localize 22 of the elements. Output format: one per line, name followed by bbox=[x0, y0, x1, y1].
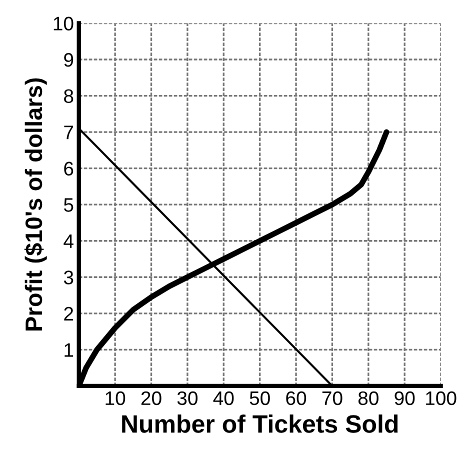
x-tick-label: 90 bbox=[394, 391, 415, 406]
x-tick-label: 60 bbox=[286, 391, 306, 406]
y-axis-title: Profit ($10's of dollars) bbox=[24, 78, 47, 330]
y-tick-label: 7 bbox=[64, 126, 74, 140]
y-tick-label: 6 bbox=[64, 162, 74, 176]
x-tick-label: 50 bbox=[250, 391, 270, 406]
y-tick-label: 8 bbox=[64, 89, 74, 104]
x-tick-label: 20 bbox=[141, 391, 162, 406]
x-axis-title: Number of Tickets Sold bbox=[122, 414, 398, 433]
x-tick-label: 80 bbox=[358, 391, 378, 406]
x-tick-label: 10 bbox=[106, 391, 126, 406]
y-tick-label: 10 bbox=[54, 16, 74, 30]
x-tick-label: 100 bbox=[426, 391, 456, 406]
y-tick-label: 9 bbox=[64, 52, 74, 67]
x-tick-label: 40 bbox=[213, 391, 234, 406]
y-tick-label: 2 bbox=[64, 306, 74, 320]
x-tick-label: 30 bbox=[177, 391, 198, 406]
x-tick-label: 70 bbox=[322, 391, 342, 406]
y-tick-label: 3 bbox=[64, 270, 74, 284]
y-tick-label: 4 bbox=[64, 234, 74, 248]
y-tick-label: 1 bbox=[64, 343, 74, 357]
y-tick-label: 5 bbox=[64, 198, 74, 212]
